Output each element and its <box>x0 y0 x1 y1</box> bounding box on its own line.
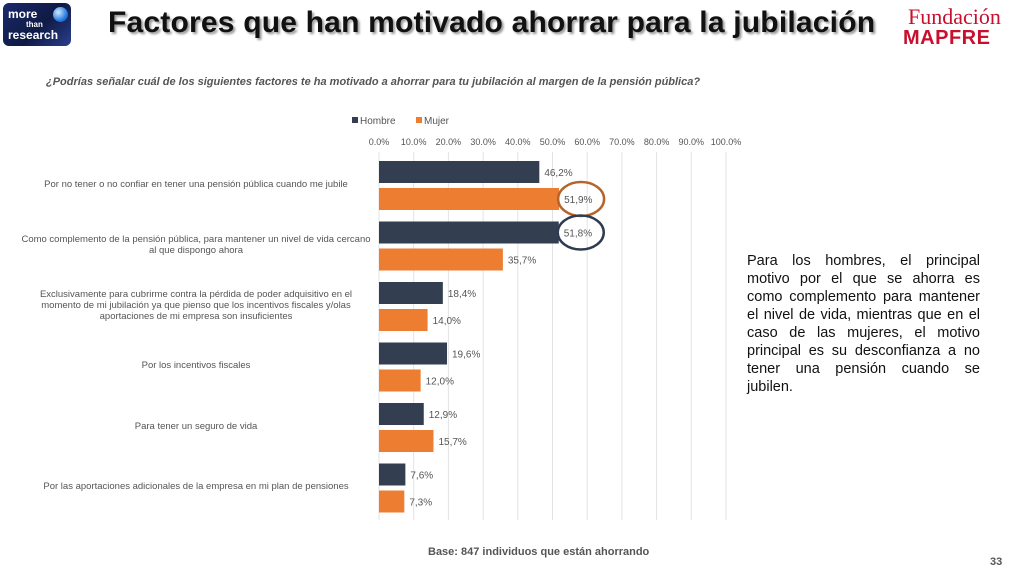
legend-swatch <box>416 117 422 123</box>
legend-label: Mujer <box>424 116 450 127</box>
bar <box>379 463 406 486</box>
data-label: 14,0% <box>433 316 461 327</box>
category-label: Por los incentivos fiscales <box>141 360 251 371</box>
data-label: 35,7% <box>508 256 536 267</box>
insight-text: Para los hombres, el principal motivo po… <box>747 253 980 395</box>
data-label: 15,7% <box>438 437 466 448</box>
globe-icon <box>53 7 68 22</box>
category-label: Como complemento de la pensión pública, … <box>21 233 371 256</box>
page-number: 33 <box>990 556 1003 568</box>
logo-line3: research <box>8 28 59 42</box>
bar <box>379 403 424 425</box>
bar <box>379 248 503 271</box>
x-tick-label: 90.0% <box>679 137 705 147</box>
highlight-circle <box>556 214 605 251</box>
data-label: 46,2% <box>544 168 572 179</box>
bar <box>379 369 421 392</box>
category-label: Por las aportaciones adicionales de la e… <box>43 481 349 492</box>
bar <box>379 309 428 331</box>
logo-line1: more <box>8 7 38 21</box>
x-tick-label: 60.0% <box>574 137 600 147</box>
bar <box>379 188 560 210</box>
data-label: 19,6% <box>452 350 480 361</box>
data-label: 7,3% <box>409 498 432 509</box>
legend-swatch <box>352 117 358 123</box>
data-label: 18,4% <box>448 289 476 300</box>
bar <box>379 221 559 244</box>
category-label: Exclusivamente para cubrirme contra la p… <box>39 288 353 322</box>
category-label: Para tener un seguro de vida <box>134 420 258 432</box>
bar <box>379 342 448 365</box>
more-than-research-logo: more than research <box>3 3 71 46</box>
bar <box>379 490 405 513</box>
survey-question: ¿Podrías señalar cuál de los siguientes … <box>46 76 701 88</box>
page-title: Factores que han motivado ahorrar para l… <box>108 6 876 39</box>
x-tick-label: 100.0% <box>711 137 742 147</box>
data-label: 12,0% <box>426 377 454 388</box>
bar <box>379 430 434 452</box>
category-label: Por no tener o no confiar en tener una p… <box>44 178 348 190</box>
data-label: 12,9% <box>429 410 457 421</box>
x-tick-label: 30.0% <box>470 137 496 147</box>
data-label: 51,9% <box>564 195 592 206</box>
data-label: 51,8% <box>564 229 592 240</box>
logo-line2: than <box>26 20 43 29</box>
x-tick-label: 0.0% <box>369 137 390 147</box>
sample-base-note: Base: 847 individuos que están ahorrando <box>428 546 650 558</box>
x-tick-label: 40.0% <box>505 137 531 147</box>
x-tick-label: 70.0% <box>609 137 635 147</box>
bar <box>379 161 540 183</box>
x-tick-label: 80.0% <box>644 137 670 147</box>
x-tick-label: 10.0% <box>401 137 427 147</box>
x-tick-label: 50.0% <box>540 137 566 147</box>
x-tick-label: 20.0% <box>436 137 462 147</box>
brand-logo-line2: MAPFRE <box>903 27 991 49</box>
legend-label: Hombre <box>360 116 396 127</box>
bar <box>379 282 443 304</box>
data-label: 7,6% <box>410 471 433 482</box>
brand-logo-line1: Fundación <box>908 4 1001 29</box>
